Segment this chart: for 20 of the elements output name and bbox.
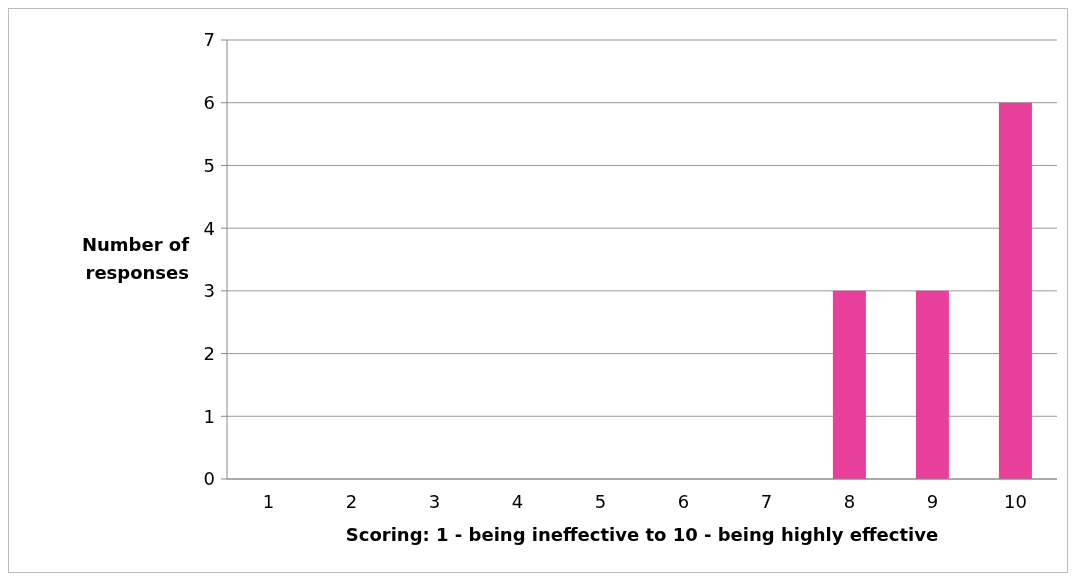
x-tick-label: 1 <box>262 490 275 512</box>
y-tick-label: 6 <box>203 92 215 114</box>
y-tick-label: 2 <box>203 342 215 364</box>
x-tick-label: 4 <box>511 490 524 512</box>
x-tick-label: 5 <box>594 490 607 512</box>
y-tick-label: 7 <box>203 29 215 51</box>
x-tick-label: 6 <box>677 490 690 512</box>
y-tick-label: 5 <box>203 154 215 176</box>
y-tick-label: 3 <box>203 280 215 302</box>
y-tick-label: 0 <box>203 468 215 490</box>
x-tick-label: 9 <box>926 490 939 512</box>
y-tick-label: 4 <box>203 217 215 239</box>
x-tick-label: 8 <box>843 490 856 512</box>
y-axis-title: Number of responses <box>80 233 189 285</box>
x-tick-label: 7 <box>760 490 773 512</box>
x-axis-title: Scoring: 1 - being ineffective to 10 - being highly effective <box>345 524 939 545</box>
x-tick-label: 2 <box>345 490 358 512</box>
x-tick-label: 3 <box>428 490 441 512</box>
x-tick-label: 10 <box>1004 490 1027 512</box>
y-tick-label: 1 <box>203 405 215 427</box>
